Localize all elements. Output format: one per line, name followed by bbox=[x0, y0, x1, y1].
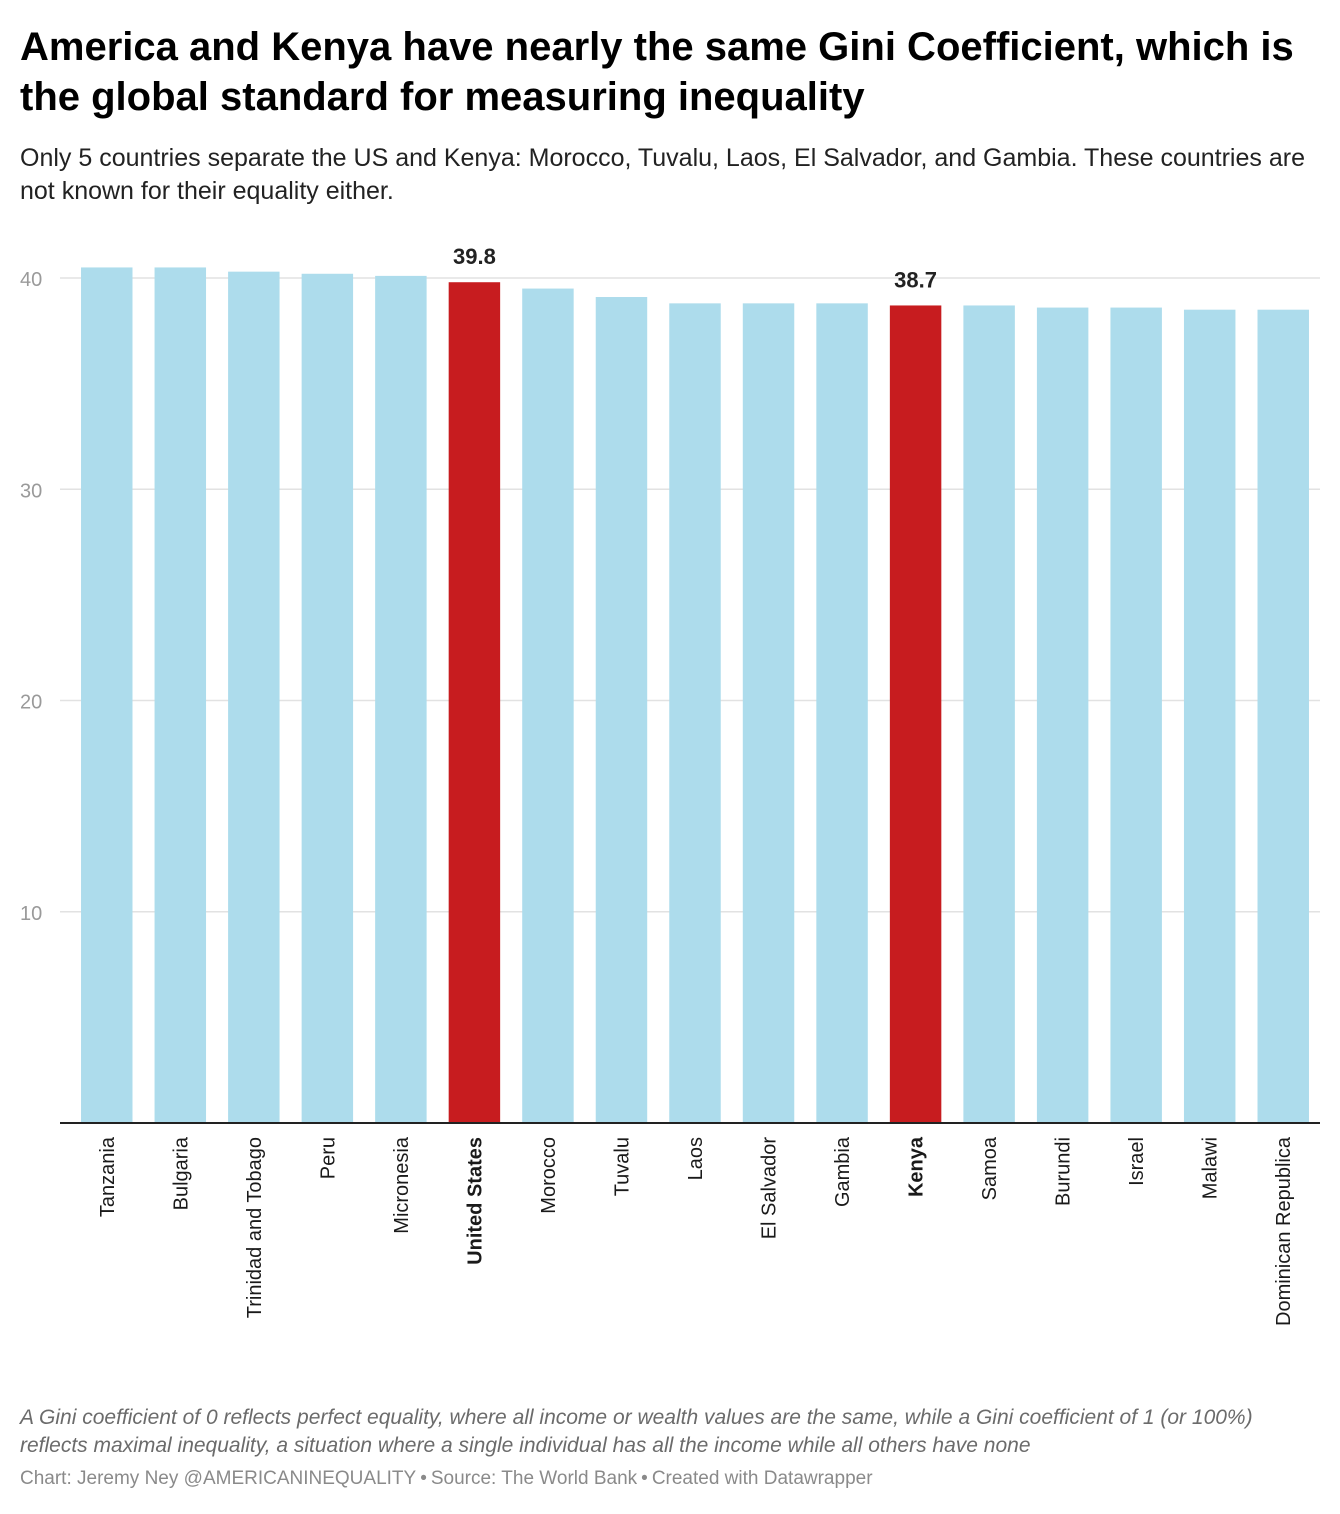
tool-credit: Created with Datawrapper bbox=[651, 1468, 873, 1489]
x-tick-label: Bulgaria bbox=[170, 1136, 192, 1210]
bar bbox=[522, 288, 574, 1123]
bar bbox=[154, 267, 207, 1123]
x-tick-label: Kenya bbox=[906, 1136, 928, 1197]
y-tick-label: 10 bbox=[20, 903, 42, 925]
bar bbox=[889, 305, 942, 1123]
x-axis: Tanzania Bulgaria Trinidad and Tobago Peru M… bbox=[60, 1122, 1320, 1326]
chart-credit: Chart: Jeremy Ney @AMERICANINEQUALITY bbox=[20, 1468, 417, 1489]
x-tick-label: Tanzania bbox=[97, 1136, 119, 1217]
x-tick-label: Malawi bbox=[1200, 1137, 1222, 1199]
credits: Chart: Jeremy Ney @AMERICANINEQUALITY • So… bbox=[20, 1466, 1320, 1492]
bar bbox=[1257, 309, 1309, 1123]
bar bbox=[816, 303, 868, 1124]
x-tick-label: Dominican Republica bbox=[1273, 1136, 1295, 1326]
data-label: 39.8 bbox=[453, 244, 496, 269]
y-tick-label: 30 bbox=[20, 480, 42, 502]
bar-chart: 10 20 30 40 39.8 38.7 Tanzania Bulgaria Trinid… bbox=[20, 244, 1320, 1326]
x-tick-label: United States bbox=[464, 1137, 486, 1265]
source-credit: Source: The World Bank bbox=[430, 1468, 638, 1489]
bar bbox=[375, 275, 427, 1123]
x-tick-label: Samoa bbox=[979, 1136, 1001, 1200]
x-tick-label: El Salvador bbox=[759, 1137, 781, 1240]
x-tick-label: Tuvalu bbox=[611, 1137, 633, 1196]
bar bbox=[595, 297, 648, 1123]
data-label: 38.7 bbox=[894, 267, 937, 292]
x-tick-label: Burundi bbox=[1053, 1137, 1075, 1206]
bar bbox=[1036, 307, 1089, 1123]
bar bbox=[448, 282, 501, 1124]
x-tick-label: Trinidad and Tobago bbox=[244, 1137, 266, 1318]
y-tick-label: 20 bbox=[20, 692, 42, 714]
x-tick-label: Israel bbox=[1126, 1137, 1148, 1186]
bar bbox=[963, 305, 1015, 1123]
bar bbox=[301, 273, 354, 1123]
footnote: A Gini coefficient of 0 reflects perfect… bbox=[20, 1406, 1253, 1457]
x-tick-label: Micronesia bbox=[391, 1136, 413, 1234]
x-tick-label: Gambia bbox=[832, 1136, 854, 1207]
chart-title: America and Kenya have nearly the same G… bbox=[20, 25, 1294, 119]
y-tick-label: 40 bbox=[20, 269, 42, 291]
x-tick-label: Laos bbox=[685, 1137, 707, 1180]
separator: • bbox=[641, 1468, 648, 1489]
x-tick-label: Morocco bbox=[538, 1137, 560, 1214]
separator: • bbox=[420, 1468, 427, 1489]
data-labels: 39.8 38.7 bbox=[453, 244, 937, 292]
bar bbox=[742, 303, 795, 1124]
bars bbox=[81, 267, 1309, 1124]
bar bbox=[1110, 307, 1162, 1123]
bar bbox=[228, 271, 280, 1124]
chart-subtitle: Only 5 countries separate the US and Ken… bbox=[20, 144, 1305, 205]
bar bbox=[669, 303, 721, 1124]
bar bbox=[1183, 309, 1236, 1123]
bar bbox=[81, 267, 133, 1123]
x-tick-label: Peru bbox=[317, 1137, 339, 1179]
